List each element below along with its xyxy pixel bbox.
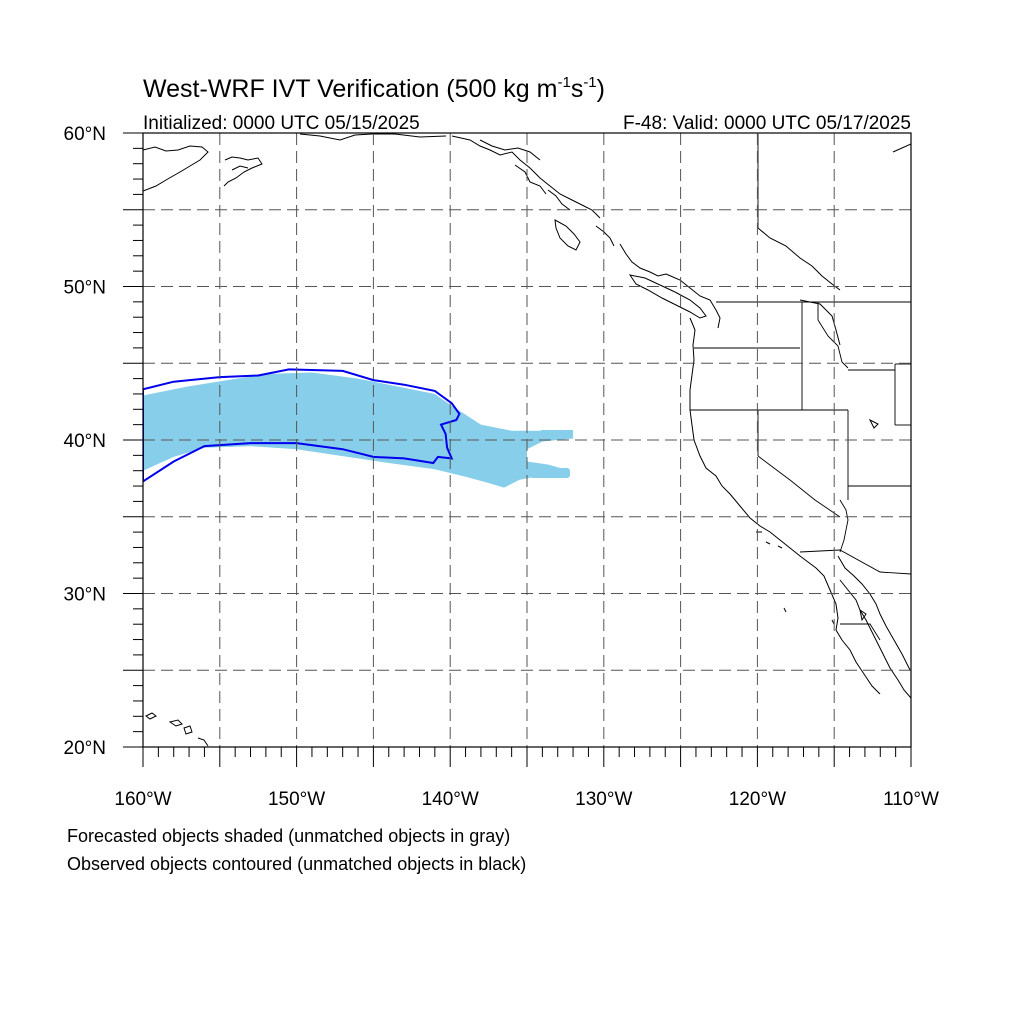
caption-forecast: Forecasted objects shaded (unmatched obj… xyxy=(67,826,510,846)
lon-label: 120°W xyxy=(729,789,786,810)
coastlines xyxy=(143,133,911,747)
figure-title: West-WRF IVT Verification (500 kg m-1s-1… xyxy=(143,74,605,103)
forecast-object-streaks xyxy=(530,430,573,478)
map-plot-area xyxy=(123,132,912,767)
lon-label: 130°W xyxy=(575,789,632,810)
lon-label: 140°W xyxy=(422,789,479,810)
lat-label: 50°N xyxy=(64,278,106,299)
lon-label: 160°W xyxy=(114,789,171,810)
latitude-labels: 60°N 50°N 40°N 30°N 20°N xyxy=(64,124,106,759)
lat-label: 30°N xyxy=(64,585,106,606)
forecast-ivt-object xyxy=(143,372,574,488)
observed-ivt-contour xyxy=(143,368,461,483)
lat-lon-grid xyxy=(143,133,911,747)
state-boundaries xyxy=(690,134,911,641)
longitude-labels: 160°W 150°W 140°W 130°W 120°W 110°W xyxy=(114,789,939,810)
lat-label: 40°N xyxy=(64,431,106,452)
lat-label: 60°N xyxy=(64,124,106,145)
lon-label: 110°W xyxy=(883,789,939,810)
initialized-time: Initialized: 0000 UTC 05/15/2025 xyxy=(143,113,420,134)
axis-ticks xyxy=(123,132,912,767)
lon-label: 150°W xyxy=(268,789,325,810)
valid-time: F-48: Valid: 0000 UTC 05/17/2025 xyxy=(623,113,911,134)
caption-observed: Observed objects contoured (unmatched ob… xyxy=(67,854,526,874)
lat-label: 20°N xyxy=(64,738,106,759)
